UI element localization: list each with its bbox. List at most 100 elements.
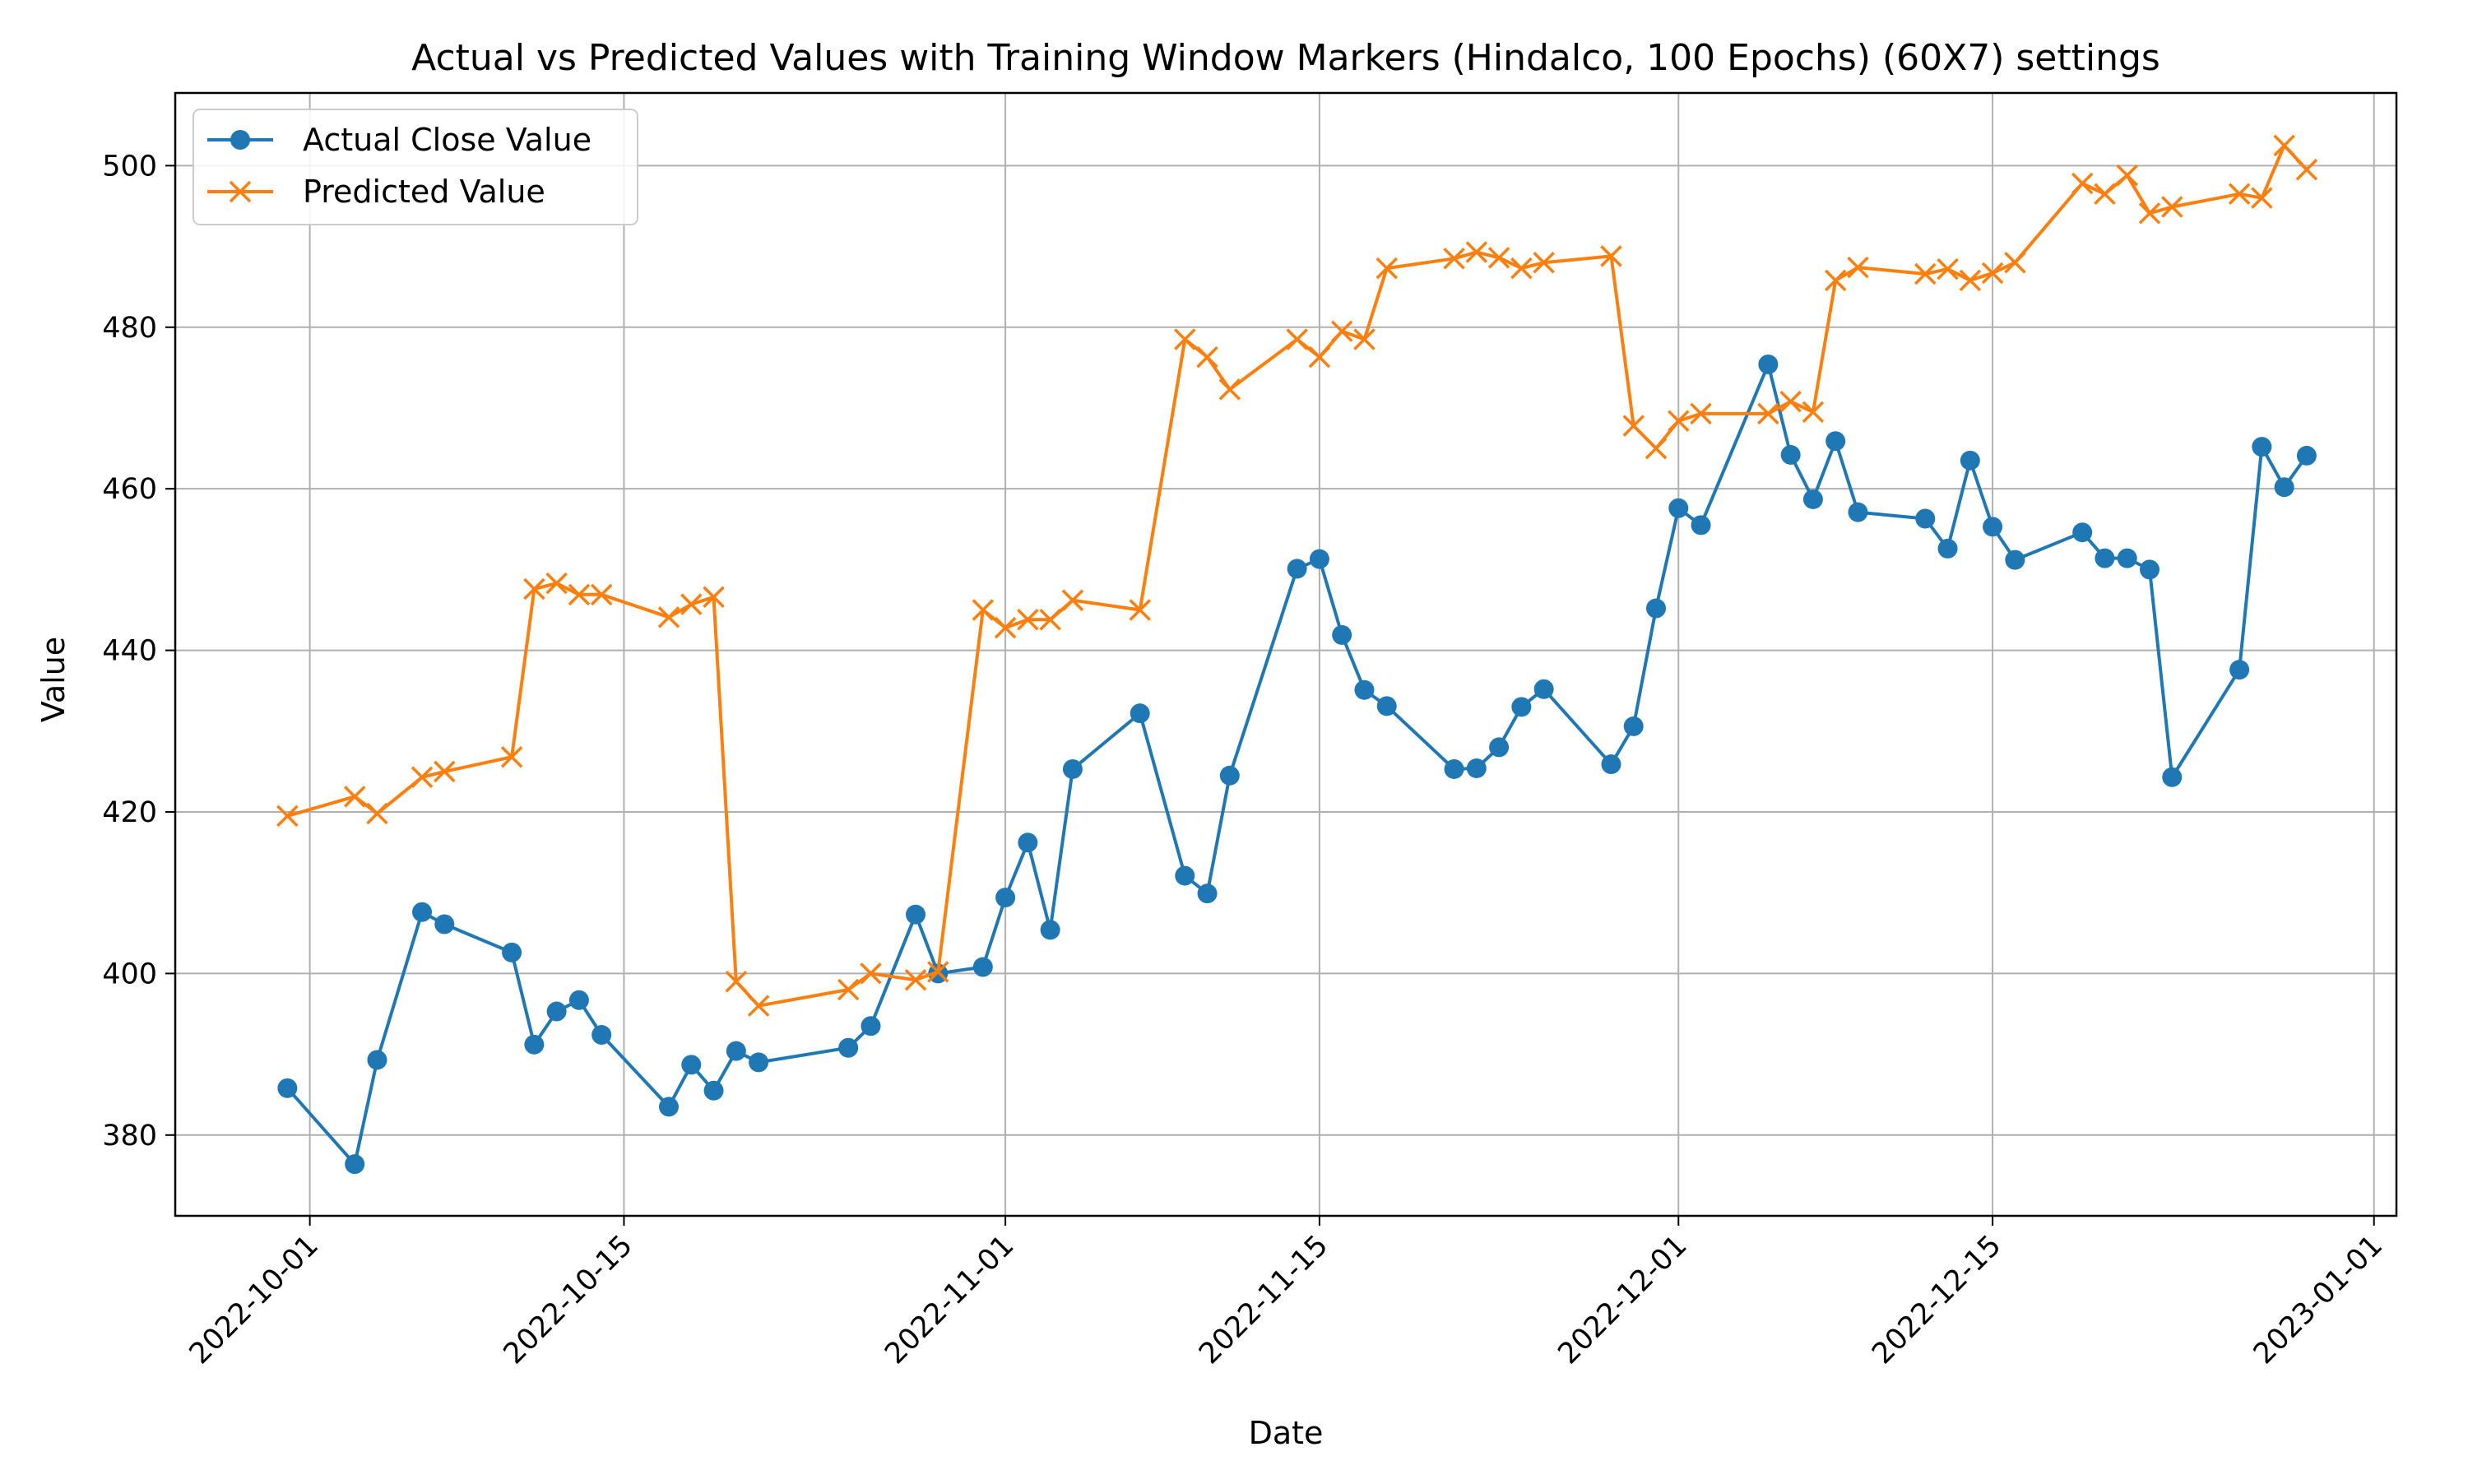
data-point-actual bbox=[972, 957, 993, 977]
data-point-predicted bbox=[500, 745, 523, 768]
data-point-actual bbox=[861, 1016, 881, 1036]
data-point-actual bbox=[1197, 883, 1218, 904]
data-point-predicted bbox=[1286, 328, 1308, 350]
data-point-actual bbox=[1444, 758, 1464, 779]
data-point-actual bbox=[1062, 758, 1083, 779]
data-point-predicted bbox=[1487, 247, 1510, 269]
data-point-predicted bbox=[2004, 251, 2026, 274]
data-point-predicted bbox=[1779, 390, 1802, 413]
data-point-actual bbox=[703, 1080, 724, 1101]
data-point-actual bbox=[1668, 498, 1689, 518]
data-point-predicted bbox=[1847, 256, 1869, 279]
data-point-predicted bbox=[366, 802, 388, 825]
series-actual bbox=[277, 354, 2317, 1175]
data-point-actual bbox=[1825, 431, 1846, 452]
data-point-predicted bbox=[1443, 248, 1465, 270]
data-point-predicted bbox=[1757, 402, 1779, 425]
data-point-predicted bbox=[434, 760, 456, 783]
data-point-predicted bbox=[1645, 437, 1668, 460]
data-point-actual bbox=[1691, 515, 1711, 536]
data-point-actual bbox=[1937, 538, 1958, 559]
data-point-actual bbox=[749, 1052, 769, 1073]
data-point-predicted bbox=[747, 995, 770, 1017]
y-tick-label: 460 bbox=[102, 473, 157, 506]
data-point-predicted bbox=[1061, 589, 1084, 611]
data-point-predicted bbox=[2138, 202, 2161, 225]
data-point-actual bbox=[367, 1050, 387, 1070]
data-point-actual bbox=[1780, 444, 1801, 465]
data-point-predicted bbox=[1600, 245, 1622, 267]
data-point-predicted bbox=[680, 593, 703, 615]
data-point-predicted bbox=[1375, 257, 1398, 280]
data-point-actual bbox=[1601, 754, 1621, 775]
data-point-actual bbox=[1354, 679, 1375, 700]
data-point-predicted bbox=[994, 616, 1017, 639]
data-point-actual bbox=[995, 888, 1016, 908]
data-point-predicted bbox=[1959, 269, 1982, 292]
data-point-predicted bbox=[2251, 187, 2273, 209]
y-axis: 380 400 420 440 460 480 500 bbox=[102, 150, 175, 1152]
data-point-predicted bbox=[1039, 609, 1061, 631]
data-point-actual bbox=[345, 1154, 365, 1175]
data-point-predicted bbox=[545, 572, 568, 595]
data-point-actual bbox=[2252, 437, 2272, 457]
x-axis-label: Date bbox=[1249, 1415, 1324, 1451]
data-point-actual bbox=[2140, 559, 2160, 580]
data-point-actual bbox=[1175, 865, 1195, 886]
data-point-predicted bbox=[1622, 415, 1645, 437]
data-point-predicted bbox=[2071, 172, 2094, 195]
data-point-predicted bbox=[1129, 599, 1151, 621]
data-point-predicted bbox=[725, 970, 748, 993]
data-point-actual bbox=[659, 1097, 679, 1117]
data-point-actual bbox=[1018, 832, 1038, 853]
data-point-predicted bbox=[1196, 345, 1218, 369]
data-point-predicted bbox=[590, 583, 613, 606]
data-point-actual bbox=[1040, 920, 1060, 940]
data-point-predicted bbox=[1353, 328, 1375, 350]
data-point-predicted bbox=[523, 577, 545, 601]
data-point-predicted bbox=[1824, 269, 1847, 292]
data-point-actual bbox=[726, 1041, 746, 1061]
data-point-predicted bbox=[927, 961, 949, 983]
series-layer bbox=[276, 134, 2318, 1175]
data-point-predicted bbox=[1017, 609, 1039, 631]
legend: Actual Close Value Predicted Value bbox=[193, 109, 638, 225]
data-point-actual bbox=[1623, 716, 1644, 736]
y-axis-label: Value bbox=[35, 637, 72, 722]
data-point-actual bbox=[502, 942, 522, 962]
data-point-actual bbox=[524, 1034, 545, 1055]
data-point-actual bbox=[2095, 548, 2115, 568]
data-point-predicted bbox=[1308, 345, 1331, 369]
data-point-actual bbox=[434, 914, 455, 934]
data-point-predicted bbox=[657, 606, 680, 628]
data-point-actual bbox=[2005, 550, 2025, 570]
data-point-predicted bbox=[411, 766, 434, 789]
data-point-predicted bbox=[703, 586, 725, 609]
data-point-predicted bbox=[2161, 196, 2183, 218]
data-point-predicted bbox=[2116, 164, 2138, 187]
data-point-actual bbox=[1533, 679, 1554, 699]
data-point-predicted bbox=[2228, 183, 2251, 205]
data-point-actual bbox=[1376, 696, 1397, 716]
data-point-predicted bbox=[972, 599, 995, 621]
data-point-actual bbox=[1130, 703, 1150, 724]
data-point-predicted bbox=[1330, 320, 1353, 342]
data-point-actual bbox=[1848, 502, 1868, 522]
data-point-actual bbox=[1489, 737, 1510, 758]
data-point-predicted bbox=[837, 978, 860, 1001]
data-point-actual bbox=[1309, 549, 1329, 569]
legend-label-actual: Actual Close Value bbox=[303, 122, 591, 158]
y-tick-label: 500 bbox=[102, 150, 157, 183]
data-point-predicted bbox=[2273, 134, 2295, 157]
data-point-actual bbox=[1332, 624, 1352, 645]
data-point-actual bbox=[1960, 450, 1980, 471]
data-point-predicted bbox=[1937, 257, 1959, 281]
data-point-predicted bbox=[1668, 410, 1690, 432]
data-point-predicted bbox=[1690, 402, 1712, 425]
data-point-predicted bbox=[276, 805, 299, 828]
data-point-predicted bbox=[2295, 159, 2318, 181]
y-tick-label: 480 bbox=[102, 312, 157, 345]
